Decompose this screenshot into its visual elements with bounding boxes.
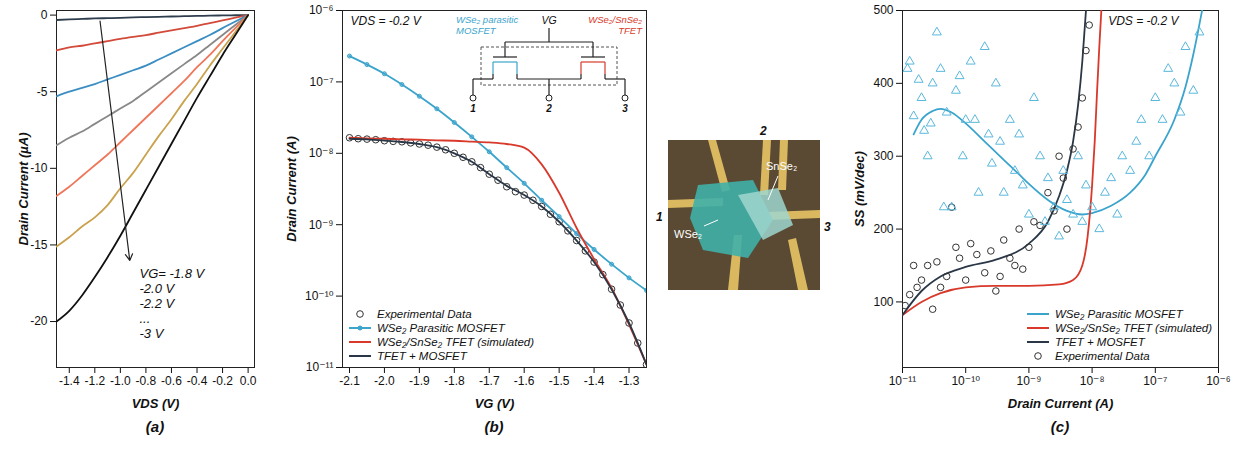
svg-text:10⁻¹¹: 10⁻¹¹ [889, 374, 917, 388]
svg-text:-1.4: -1.4 [584, 374, 605, 388]
svg-text:TFET: TFET [618, 25, 643, 36]
svg-text:100: 100 [873, 295, 893, 309]
svg-text:-1.5: -1.5 [549, 374, 570, 388]
svg-text:-0.4: -0.4 [187, 374, 208, 388]
svg-text:3: 3 [622, 103, 628, 114]
svg-text:-1.2: -1.2 [84, 374, 105, 388]
svg-text:-1.9: -1.9 [409, 374, 430, 388]
svg-text:Drain Current (A): Drain Current (A) [284, 136, 299, 241]
svg-text:VG= -1.8 V-2.0 V-2.2 V...-3 V: VG= -1.8 V-2.0 V-2.2 V...-3 V [140, 266, 206, 341]
svg-text:-15: -15 [30, 238, 48, 252]
svg-text:Drain Current (µA): Drain Current (µA) [16, 133, 31, 246]
svg-text:400: 400 [873, 76, 893, 90]
svg-text:0: 0 [41, 8, 48, 22]
html-text:3: 3 [824, 220, 831, 234]
svg-text:10⁻⁹: 10⁻⁹ [1016, 374, 1041, 388]
html-text:2: 2 [760, 124, 767, 138]
svg-text:-20: -20 [30, 314, 48, 328]
svg-text:500: 500 [873, 3, 893, 17]
html-text:Experimental Data: Experimental Data [377, 308, 472, 320]
svg-text:10⁻⁸: 10⁻⁸ [309, 146, 334, 160]
svg-text:10⁻⁷: 10⁻⁷ [1143, 374, 1167, 388]
svg-text:-10: -10 [30, 161, 48, 175]
svg-text:10⁻¹⁰: 10⁻¹⁰ [305, 289, 334, 303]
html-text:Experimental Data: Experimental Data [1055, 350, 1150, 362]
svg-text:-2.0: -2.0 [374, 374, 395, 388]
svg-text:WSe₂ parasitic: WSe₂ parasitic [456, 14, 518, 25]
svg-text:300: 300 [873, 149, 893, 163]
svg-text:-1.8: -1.8 [444, 374, 465, 388]
svg-text:WSe₂: WSe₂ [674, 228, 702, 240]
svg-text:-2.1: -2.1 [339, 374, 360, 388]
svg-text:10⁻⁸: 10⁻⁸ [1080, 374, 1105, 388]
svg-text:Drain Current (A): Drain Current (A) [1008, 396, 1113, 411]
svg-text:VG: VG [541, 14, 556, 26]
html-text:WSe₂ Parasitic MOSFET: WSe₂ Parasitic MOSFET [1055, 308, 1183, 320]
html-text:(c): (c) [1050, 418, 1070, 435]
svg-text:-1.0: -1.0 [110, 374, 131, 388]
svg-text:10⁻¹⁰: 10⁻¹⁰ [951, 374, 980, 388]
svg-text:VDS = -0.2 V: VDS = -0.2 V [351, 14, 422, 28]
svg-text:-1.7: -1.7 [479, 374, 500, 388]
svg-text:10⁻⁶: 10⁻⁶ [1206, 374, 1231, 388]
svg-text:VDS = -0.2 V: VDS = -0.2 V [1108, 14, 1179, 28]
svg-text:-1.3: -1.3 [619, 374, 640, 388]
svg-text:-0.2: -0.2 [212, 374, 233, 388]
svg-text:-1.6: -1.6 [514, 374, 535, 388]
html-text:TFET + MOSFET: TFET + MOSFET [377, 350, 467, 362]
svg-text:SS (mV/dec): SS (mV/dec) [852, 151, 867, 227]
svg-text:1: 1 [470, 103, 476, 114]
html-text:WSe₂/SnSe₂ TFET (simulated): WSe₂/SnSe₂ TFET (simulated) [1055, 322, 1212, 334]
svg-text:-5: -5 [37, 85, 48, 99]
svg-text:0.0: 0.0 [240, 374, 257, 388]
svg-text:-1.4: -1.4 [59, 374, 80, 388]
svg-text:SnSe₂: SnSe₂ [766, 160, 797, 172]
svg-text:-0.8: -0.8 [136, 374, 157, 388]
html-text:WSe₂/SnSe₂ TFET (simulated): WSe₂/SnSe₂ TFET (simulated) [377, 336, 534, 348]
svg-text:VG (V): VG (V) [475, 396, 515, 411]
svg-text:10⁻⁶: 10⁻⁶ [309, 3, 334, 17]
svg-text:200: 200 [873, 222, 893, 236]
svg-text:VDS (V): VDS (V) [132, 396, 180, 411]
svg-text:10⁻¹¹: 10⁻¹¹ [306, 360, 334, 374]
svg-text:MOSFET: MOSFET [456, 25, 497, 36]
html-text:(b): (b) [484, 418, 504, 435]
svg-text:10⁻⁷: 10⁻⁷ [309, 75, 333, 89]
svg-text:2: 2 [545, 103, 552, 114]
svg-text:WSe₂/SnSe₂: WSe₂/SnSe₂ [588, 14, 642, 25]
html-text:1: 1 [656, 210, 663, 224]
svg-text:-0.6: -0.6 [161, 374, 182, 388]
svg-text:10⁻⁹: 10⁻⁹ [309, 218, 334, 232]
html-text:(a): (a) [145, 418, 165, 435]
html-text:WSe₂ Parasitic MOSFET: WSe₂ Parasitic MOSFET [377, 322, 505, 334]
html-text:TFET + MOSFET: TFET + MOSFET [1055, 336, 1145, 348]
